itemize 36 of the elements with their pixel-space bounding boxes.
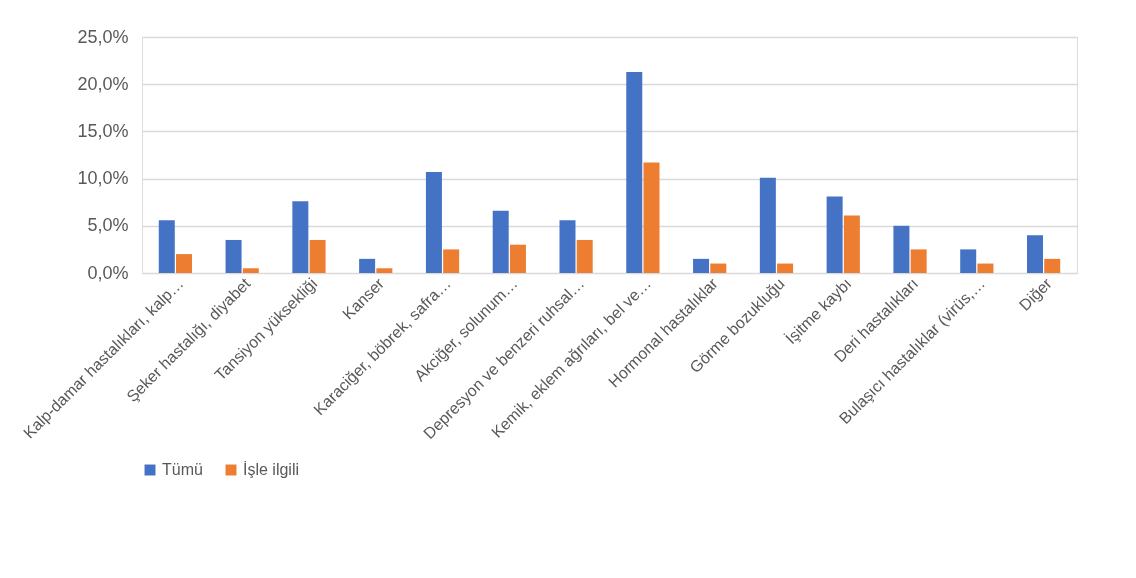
- legend-label: Tümü: [162, 461, 203, 478]
- bar: [176, 254, 193, 273]
- bar: [509, 244, 526, 273]
- bar: [359, 258, 376, 273]
- y-tick-label: 20,0%: [77, 73, 129, 94]
- bar: [759, 177, 776, 273]
- bar: [710, 263, 727, 273]
- bar: [843, 215, 860, 273]
- y-tick-label: 25,0%: [77, 26, 129, 47]
- bar: [643, 162, 660, 273]
- bar: [242, 268, 259, 273]
- bar: [425, 171, 442, 273]
- bar: [826, 196, 843, 273]
- bar: [977, 263, 994, 273]
- bar: [158, 220, 175, 273]
- bar: [559, 220, 576, 273]
- bar: [292, 201, 309, 273]
- bar: [1026, 235, 1043, 273]
- bar: [626, 71, 643, 273]
- bar: [443, 249, 460, 273]
- bar: [910, 249, 927, 273]
- bar: [309, 239, 326, 273]
- bar: [777, 263, 794, 273]
- legend-label: İşle ilgili: [243, 460, 300, 478]
- bar: [376, 268, 393, 273]
- y-tick-label: 10,0%: [77, 168, 129, 189]
- bar: [693, 258, 710, 273]
- bar: [1044, 258, 1061, 273]
- bar: [960, 249, 977, 273]
- bar: [893, 225, 910, 273]
- bar: [225, 239, 242, 273]
- bar: [576, 239, 593, 273]
- y-tick-label: 0,0%: [87, 262, 129, 283]
- y-tick-label: 5,0%: [87, 215, 129, 236]
- bar: [492, 210, 509, 273]
- y-tick-label: 15,0%: [77, 120, 129, 141]
